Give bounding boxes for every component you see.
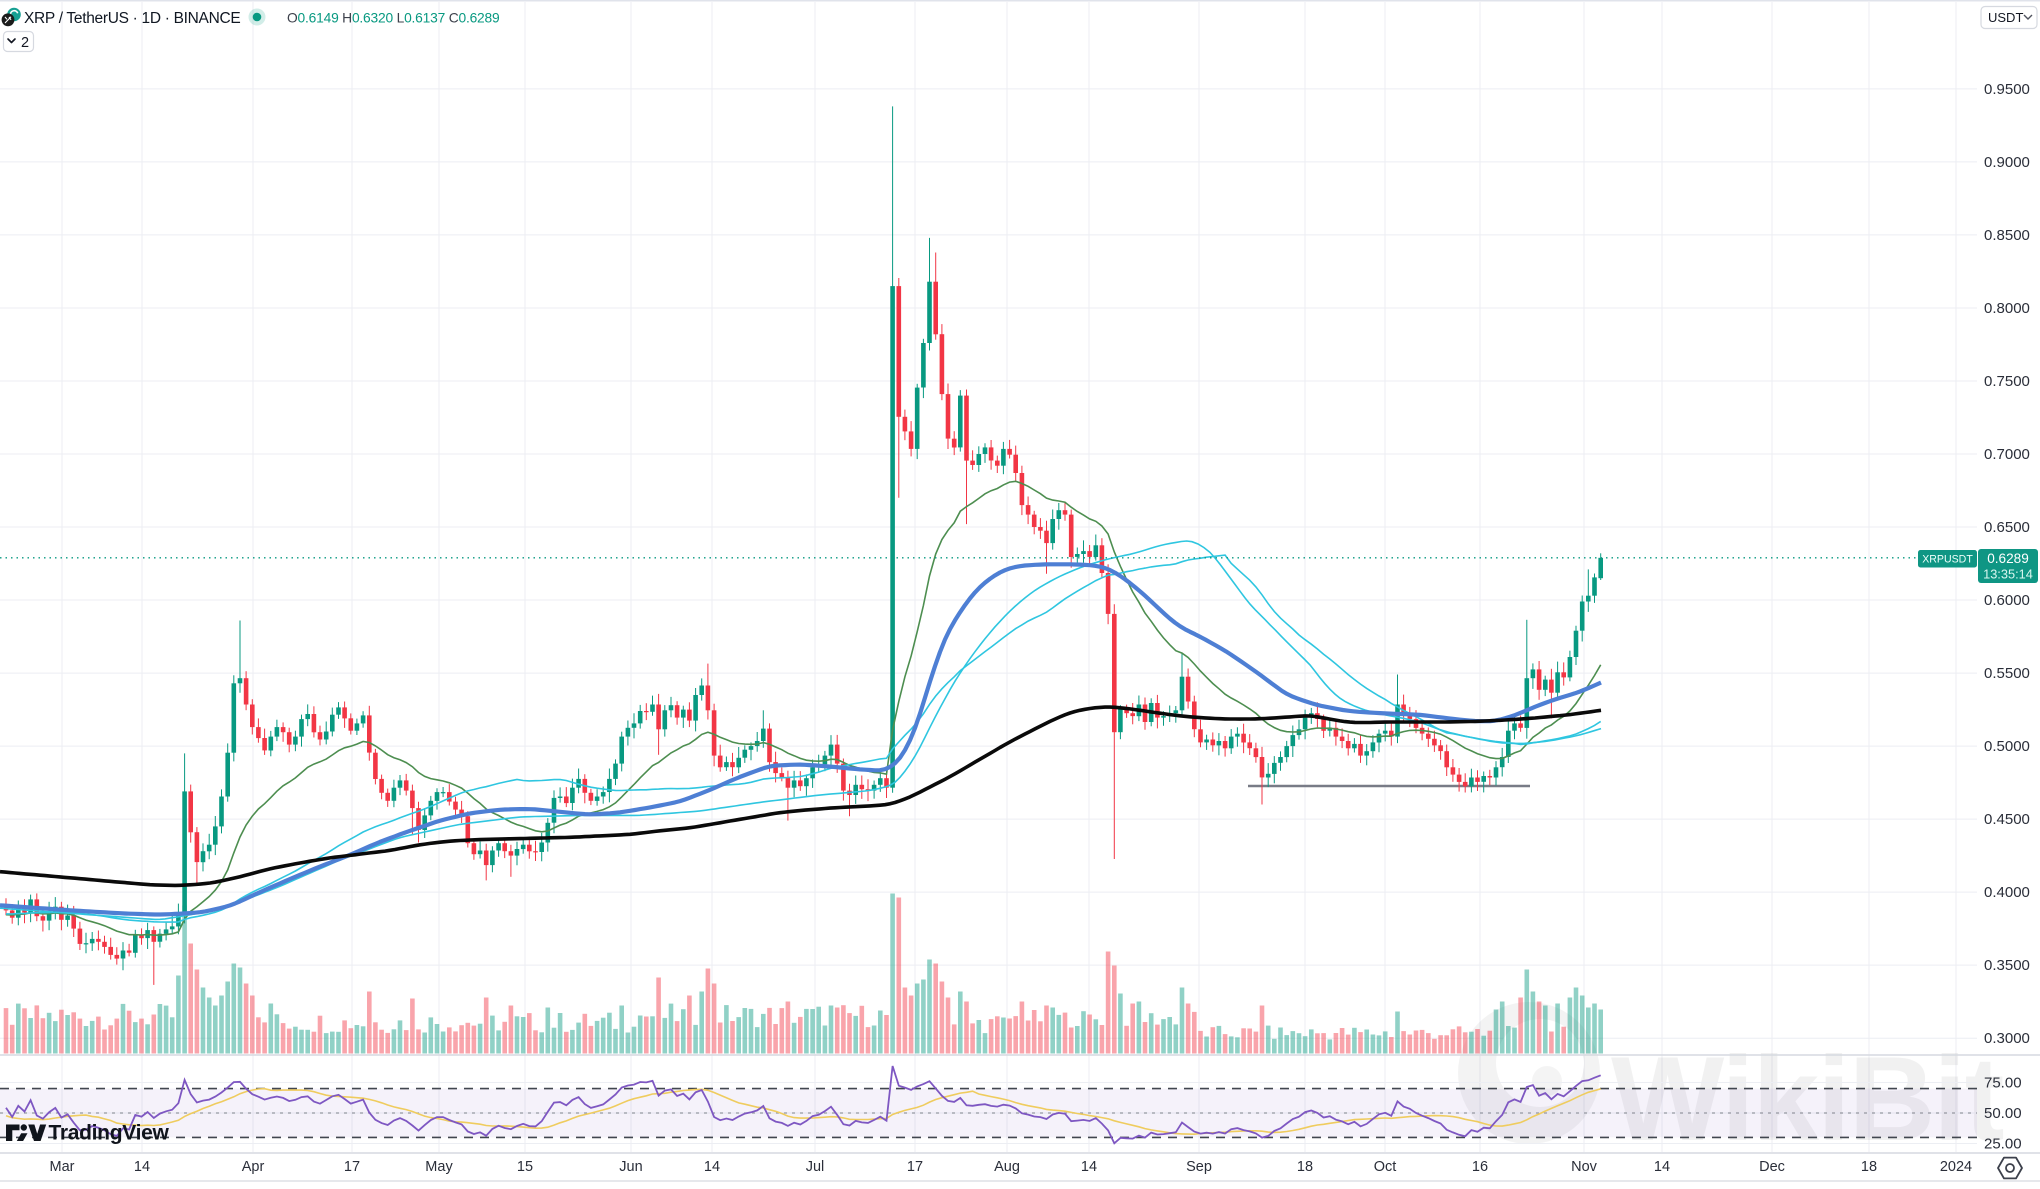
svg-text:0.4000: 0.4000	[1984, 884, 2030, 901]
svg-text:13:35:14: 13:35:14	[1983, 567, 2033, 582]
svg-text:Dec: Dec	[1759, 1159, 1785, 1175]
svg-text:0.7500: 0.7500	[1984, 373, 2030, 390]
svg-text:Jul: Jul	[806, 1159, 825, 1175]
svg-text:16: 16	[1472, 1159, 1488, 1175]
svg-text:0.9500: 0.9500	[1984, 81, 2030, 98]
svg-text:0.7000: 0.7000	[1984, 446, 2030, 463]
svg-text:0.6500: 0.6500	[1984, 519, 2030, 536]
svg-text:2: 2	[21, 35, 29, 51]
svg-text:Aug: Aug	[994, 1159, 1020, 1175]
svg-text:0.3000: 0.3000	[1984, 1030, 2030, 1047]
svg-text:Mar: Mar	[50, 1159, 75, 1175]
svg-text:14: 14	[1081, 1159, 1097, 1175]
svg-text:17: 17	[344, 1159, 360, 1175]
svg-text:50.00: 50.00	[1984, 1105, 2022, 1122]
svg-text:O0.6149 H0.6320 L0.6137 C0.628: O0.6149 H0.6320 L0.6137 C0.6289	[287, 11, 500, 26]
svg-text:USDT: USDT	[1988, 10, 2023, 25]
svg-text:75.00: 75.00	[1984, 1075, 2022, 1092]
svg-text:Nov: Nov	[1571, 1159, 1598, 1175]
svg-text:0.8500: 0.8500	[1984, 227, 2030, 244]
svg-text:Sep: Sep	[1186, 1159, 1212, 1175]
svg-text:0.5500: 0.5500	[1984, 665, 2030, 682]
svg-text:17: 17	[907, 1159, 923, 1175]
svg-text:Oct: Oct	[1374, 1159, 1397, 1175]
svg-text:0.8000: 0.8000	[1984, 300, 2030, 317]
svg-text:XRPUSDT: XRPUSDT	[1922, 554, 1973, 566]
svg-text:18: 18	[1861, 1159, 1877, 1175]
svg-text:Jun: Jun	[619, 1159, 642, 1175]
svg-text:25.00: 25.00	[1984, 1136, 2022, 1153]
svg-text:18: 18	[1297, 1159, 1313, 1175]
svg-text:0.4500: 0.4500	[1984, 811, 2030, 828]
svg-text:TradingView: TradingView	[49, 1122, 170, 1145]
svg-text:May: May	[425, 1159, 453, 1175]
svg-text:0.9000: 0.9000	[1984, 154, 2030, 171]
svg-text:0.5000: 0.5000	[1984, 738, 2030, 755]
svg-text:2024: 2024	[1940, 1159, 1972, 1175]
svg-text:0.6000: 0.6000	[1984, 592, 2030, 609]
svg-text:14: 14	[1654, 1159, 1670, 1175]
svg-text:14: 14	[704, 1159, 720, 1175]
svg-text:0.3500: 0.3500	[1984, 957, 2030, 974]
svg-text:XRP / TetherUS · 1D · BINANCE: XRP / TetherUS · 1D · BINANCE	[24, 10, 240, 27]
svg-text:0.6289: 0.6289	[1987, 551, 2029, 566]
svg-text:15: 15	[517, 1159, 533, 1175]
svg-text:Apr: Apr	[242, 1159, 265, 1175]
svg-text:14: 14	[134, 1159, 150, 1175]
